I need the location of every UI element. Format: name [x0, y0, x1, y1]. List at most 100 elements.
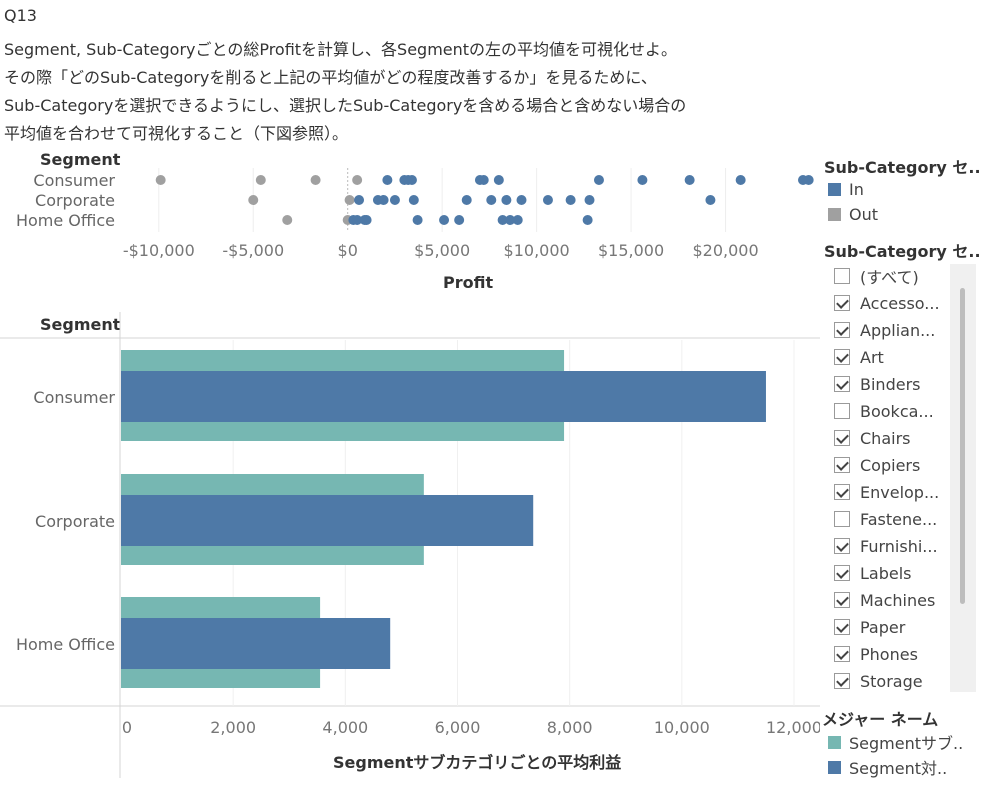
legend-item-measure-teal[interactable]: Segmentサブ..	[828, 732, 963, 753]
legend-label: Segment対..	[849, 759, 948, 778]
filter-item-label: Fastene...	[860, 509, 938, 529]
filter-item[interactable]: Art	[834, 345, 884, 369]
filter-checkbox[interactable]	[834, 295, 850, 311]
filter-item-label: Applian...	[860, 320, 936, 340]
filter-title: Sub-Category セ..	[824, 242, 981, 261]
filter-checkbox[interactable]	[834, 457, 850, 473]
average-profit-bar-chart: 0 2,000 4,000 6,000 8,000 10,000 12,000	[0, 312, 820, 778]
filter-scrollbar-thumb[interactable]	[960, 288, 965, 604]
filter-checkbox[interactable]	[834, 592, 850, 608]
scatter-row-label-home-office: Home Office	[15, 211, 115, 230]
scatter-x-tick-label: -$5,000	[222, 241, 284, 260]
bar-x-tick-label: 6,000	[435, 718, 481, 737]
scatter-point-in	[389, 195, 400, 205]
bar-x-tick-label: 2,000	[210, 718, 256, 737]
scatter-point-out	[282, 215, 293, 225]
scatter-point-in	[461, 195, 472, 205]
scatter-point-in	[439, 215, 450, 225]
filter-item[interactable]: Accesso...	[834, 291, 940, 315]
scatter-x-tick-label: $10,000	[504, 241, 570, 260]
question-number: Q13	[4, 6, 37, 25]
filter-checkbox[interactable]	[834, 565, 850, 581]
question-line: Segment, Sub-Categoryごとの総Profitを計算し、各Seg…	[4, 40, 678, 59]
scatter-point-in	[593, 175, 604, 185]
scatter-point-out	[352, 175, 363, 185]
scatter-point-in	[684, 175, 695, 185]
filter-item[interactable]: Bookca...	[834, 399, 934, 423]
filter-checkbox[interactable]	[834, 673, 850, 689]
scatter-point-in	[512, 215, 523, 225]
filter-checkbox[interactable]	[834, 619, 850, 635]
filter-item-label: Copiers	[860, 455, 921, 475]
scatter-point-in	[705, 195, 716, 205]
scatter-point-in	[582, 215, 593, 225]
scatter-x-tick-label: $0	[338, 241, 358, 260]
bar-x-axis-title: Segmentサブカテゴリごとの平均利益	[333, 753, 622, 772]
bar-row-label-home-office: Home Office	[15, 635, 115, 654]
filter-item[interactable]: Envelop...	[834, 480, 939, 504]
filter-item[interactable]: Binders	[834, 372, 920, 396]
filter-item-label: Envelop...	[860, 482, 940, 502]
filter-checkbox[interactable]	[834, 511, 850, 527]
filter-item[interactable]: Fastene...	[834, 507, 937, 531]
bar-blue-consumer	[121, 371, 766, 422]
legend-item-out[interactable]: Out	[828, 204, 878, 224]
scatter-point-in	[542, 195, 553, 205]
filter-item[interactable]: Chairs	[834, 426, 910, 450]
filter-checkbox[interactable]	[834, 538, 850, 554]
scatter-x-tick-label: $5,000	[414, 241, 470, 260]
scatter-point-in	[352, 215, 363, 225]
legend-swatch-out	[828, 207, 841, 221]
scatter-point-in	[412, 215, 423, 225]
filter-item-label: Furnishi...	[860, 536, 938, 556]
in-out-legend-title: Sub-Category セ..	[824, 158, 981, 177]
bar-row-header: Segment	[40, 315, 121, 334]
scatter-x-tick-label: $15,000	[598, 241, 664, 260]
question-line: その際「どのSub-Categoryを削ると上記の平均値がどの程度改善するか」を…	[4, 68, 657, 87]
filter-checkbox[interactable]	[834, 268, 850, 284]
legend-item-in[interactable]: In	[828, 179, 864, 199]
scatter-point-in	[361, 215, 372, 225]
filter-item-label: Phones	[860, 644, 918, 664]
scatter-point-in	[803, 175, 814, 185]
filter-item-label: Binders	[860, 374, 921, 394]
filter-item[interactable]: Copiers	[834, 453, 920, 477]
filter-item[interactable]: Furnishi...	[834, 534, 938, 558]
filter-checkbox[interactable]	[834, 403, 850, 419]
filter-checkbox[interactable]	[834, 646, 850, 662]
filter-checkbox[interactable]	[834, 322, 850, 338]
filter-item-label: Accesso...	[860, 293, 940, 313]
filter-item-label: Chairs	[860, 428, 911, 448]
scatter-point-in	[354, 195, 365, 205]
filter-item-label: Labels	[860, 563, 912, 583]
scatter-point-in	[478, 175, 489, 185]
filter-checkbox[interactable]	[834, 349, 850, 365]
bar-row-label-corporate: Corporate	[35, 512, 115, 531]
scatter-point-in	[501, 195, 512, 205]
question-line: Sub-Categoryを選択できるようにし、選択したSub-Categoryを…	[4, 96, 687, 115]
scatter-x-axis-title: Profit	[443, 273, 494, 292]
filter-item-label: Bookca...	[860, 401, 934, 421]
scatter-point-in	[516, 195, 527, 205]
scatter-point-in	[378, 195, 389, 205]
filter-item[interactable]: Labels	[834, 561, 912, 585]
scatter-row-label-corporate: Corporate	[35, 191, 115, 210]
legend-swatch-teal	[828, 735, 841, 749]
filter-checkbox[interactable]	[834, 376, 850, 392]
filter-item[interactable]: Paper	[834, 615, 905, 639]
bar-row-label-consumer: Consumer	[33, 388, 115, 407]
legend-item-measure-blue[interactable]: Segment対..	[828, 757, 948, 778]
bar-blue-corporate	[121, 495, 534, 546]
scatter-point-in	[637, 175, 648, 185]
filter-item-label: Paper	[860, 617, 906, 637]
filter-item[interactable]: Machines	[834, 588, 935, 612]
filter-checkbox[interactable]	[834, 484, 850, 500]
legend-swatch-in	[828, 182, 841, 196]
filter-item[interactable]: Storage	[834, 669, 923, 693]
filter-item[interactable]: (すべて)	[834, 264, 919, 288]
filter-checkbox[interactable]	[834, 430, 850, 446]
filter-item[interactable]: Phones	[834, 642, 918, 666]
bar-x-tick-label: 10,000	[654, 718, 710, 737]
bar-x-tick-label: 8,000	[547, 718, 593, 737]
filter-item[interactable]: Applian...	[834, 318, 935, 342]
